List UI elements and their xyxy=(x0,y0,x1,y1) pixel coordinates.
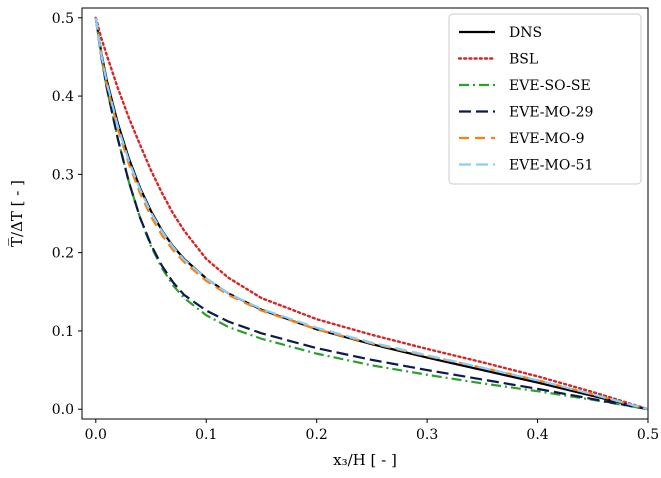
legend-label-dns: DNS xyxy=(509,25,542,41)
legend: DNS BSL EVE-SO-SE EVE-MO-29 EVE-MO-9 EVE-MO-5… xyxy=(448,13,642,185)
legend-label-eve-mo-9: EVE-MO-9 xyxy=(509,131,585,147)
y-tick-label: 0.1 xyxy=(52,324,74,340)
y-tick-label: 0.5 xyxy=(52,11,74,27)
x-tick-label: 0.1 xyxy=(195,427,217,443)
legend-label-eve-mo-51: EVE-MO-51 xyxy=(509,158,593,174)
series-line-eve-mo-51 xyxy=(94,17,648,411)
legend-box xyxy=(448,13,642,185)
legend-label-eve-so-se: EVE-SO-SE xyxy=(509,78,591,94)
series-line-eve-so-se xyxy=(94,17,648,411)
axis-ticks: 0.0 0.1 0.2 0.3 0.4 0.5 0.0 0.1 0.2 0.3 0.4 0.5 xyxy=(52,11,659,443)
y-tick-label: 0.4 xyxy=(52,89,74,105)
x-tick-label: 0.4 xyxy=(526,427,548,443)
plot-frame xyxy=(81,7,649,420)
x-tick-label: 0.0 xyxy=(85,427,107,443)
legend-label-eve-mo-29: EVE-MO-29 xyxy=(509,105,593,121)
y-tick-label: 0.2 xyxy=(52,246,74,262)
x-axis-label: x₃/H [ - ] xyxy=(333,451,397,469)
x-tick-label: 0.5 xyxy=(637,427,659,443)
legend-label-bsl: BSL xyxy=(509,52,538,68)
x-tick-label: 0.3 xyxy=(416,427,438,443)
series-line-eve-mo-29 xyxy=(94,17,648,411)
y-tick-label: 0.3 xyxy=(52,167,74,183)
series-line-bsl xyxy=(94,16,648,411)
y-tick-label: 0.0 xyxy=(52,402,74,418)
x-tick-label: 0.2 xyxy=(306,427,328,443)
y-axis-label: T̅/ΔT [ - ] xyxy=(7,180,26,247)
